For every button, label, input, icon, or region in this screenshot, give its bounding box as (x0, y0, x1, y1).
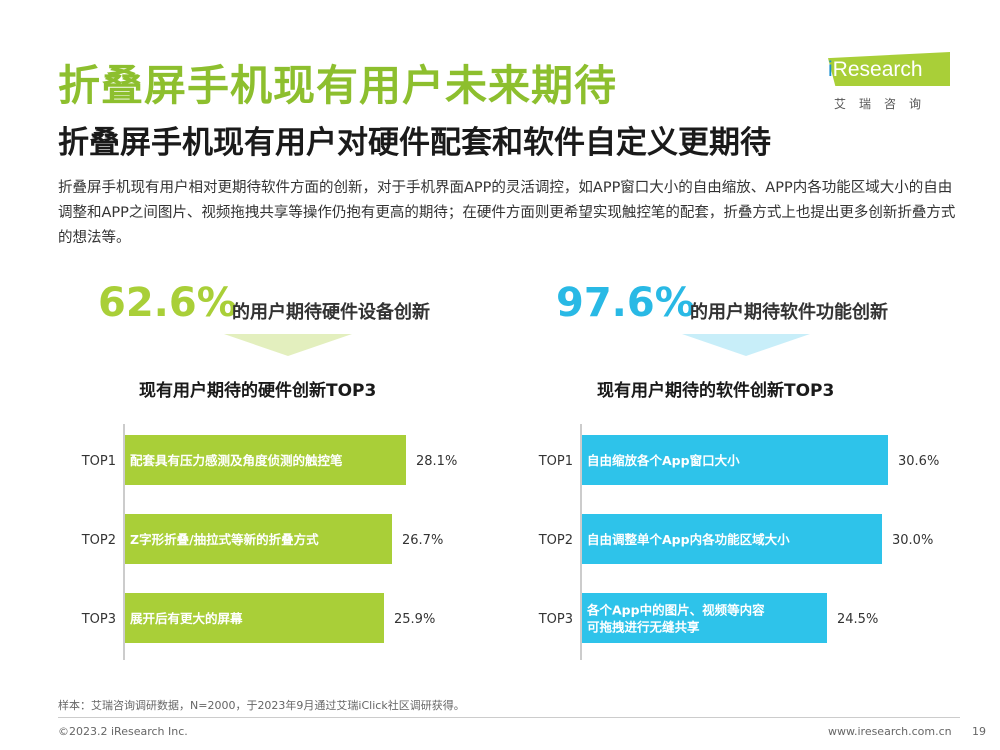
website-text: www.iresearch.com.cn (828, 725, 952, 738)
logo-background (828, 52, 950, 86)
bar (582, 514, 882, 564)
bar-inner-label: Z字形折叠/抽拉式等新的折叠方式 (130, 532, 319, 547)
page-title: 折叠屏手机现有用户未来期待 (58, 61, 618, 110)
category-label: TOP2 (538, 533, 573, 548)
bar-inner-label: 可拖拽进行无缝共享 (587, 620, 700, 635)
value-label: 30.0% (892, 533, 933, 548)
logo-prefix: i (828, 58, 833, 81)
software-innovation-chart: TOP1 自由缩放各个App窗口大小 30.6% TOP2 自由调整单个App内各功能区… (538, 424, 939, 660)
category-label: TOP3 (538, 612, 573, 627)
bar-inner-label: 配套具有压力感测及角度侦测的触控笔 (130, 453, 343, 468)
category-label: TOP1 (538, 454, 573, 469)
software-chart-title: 现有用户期待的软件创新TOP3 (597, 381, 835, 401)
page-subtitle: 折叠屏手机现有用户对硬件配套和软件自定义更期待 (58, 125, 771, 161)
iresearch-logo: iResearch 艾瑞咨询 (822, 52, 952, 112)
bar (125, 593, 384, 643)
logo-chinese-name: 艾瑞咨询 (834, 97, 935, 111)
bar-inner-label: 展开后有更大的屏幕 (130, 611, 243, 626)
bar-inner-label: 自由缩放各个App窗口大小 (587, 453, 740, 468)
bar-inner-label: 自由调整单个App内各功能区域大小 (587, 532, 790, 547)
hardware-percentage-label: 的用户期待硬件设备创新 (232, 302, 430, 323)
software-percentage: 97.6% (556, 280, 695, 326)
value-label: 28.1% (416, 454, 457, 469)
software-percentage-label: 的用户期待软件功能创新 (690, 302, 888, 323)
hardware-innovation-chart: TOP1 配套具有压力感测及角度侦测的触控笔 28.1% TOP2 Z字形折叠/抽拉式等… (81, 424, 457, 660)
sample-footnote: 样本：艾瑞咨询调研数据，N=2000，于2023年9月通过艾瑞iClick社区调… (58, 699, 465, 712)
bar (125, 435, 406, 485)
logo-name: Research (832, 58, 923, 81)
intro-paragraph: 折叠屏手机现有用户相对更期待软件方面的创新，对于手机界面APP的灵活调控，如AP… (58, 180, 956, 246)
logo-wordmark: iResearch (828, 58, 923, 82)
category-label: TOP2 (81, 533, 116, 548)
bar (582, 435, 888, 485)
hardware-down-arrow (224, 334, 352, 356)
bar-inner-label: 各个App中的图片、视频等内容 (586, 603, 765, 618)
software-down-arrow (682, 334, 810, 356)
hardware-percentage: 62.6% (98, 280, 237, 326)
category-label: TOP3 (81, 612, 116, 627)
page-number: 19 (972, 725, 986, 738)
category-label: TOP1 (81, 454, 116, 469)
bar (582, 593, 827, 643)
value-label: 25.9% (394, 612, 435, 627)
value-label: 24.5% (837, 612, 878, 627)
hardware-chart-title: 现有用户期待的硬件创新TOP3 (139, 381, 377, 401)
value-label: 26.7% (402, 533, 443, 548)
value-label: 30.6% (898, 454, 939, 469)
bar (125, 514, 392, 564)
copyright-text: ©2023.2 iResearch Inc. (58, 725, 188, 738)
footer-divider (58, 717, 960, 718)
